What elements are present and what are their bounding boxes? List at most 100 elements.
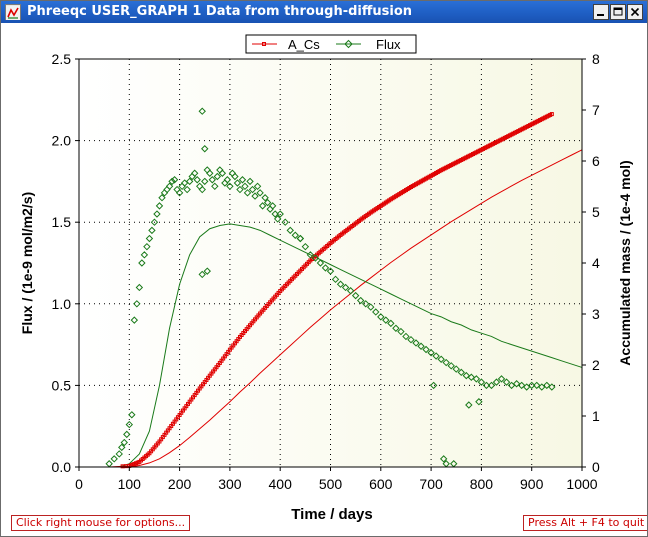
- quit-hint-button[interactable]: Press Alt + F4 to quit: [523, 515, 647, 531]
- plot-background: [79, 59, 582, 467]
- flux-point: [291, 231, 299, 239]
- flux-point: [321, 264, 330, 272]
- flux-point: [387, 319, 395, 328]
- flux-point: [427, 349, 435, 357]
- legend-acs-marker: [262, 42, 266, 46]
- flux-point: [158, 194, 166, 202]
- y2-tick-label: 3: [592, 306, 600, 322]
- flux-point: [351, 291, 360, 300]
- flux-point: [281, 218, 289, 226]
- flux-point: [201, 145, 209, 153]
- flux-point: [492, 378, 501, 386]
- y-tick-label: 1.5: [52, 214, 72, 230]
- flux-point: [286, 226, 294, 235]
- flux-point: [533, 381, 541, 390]
- flux-point: [392, 324, 400, 332]
- y2-tick-label: 6: [592, 153, 600, 169]
- flux-point: [475, 398, 483, 406]
- flux-point: [316, 259, 325, 267]
- legend[interactable]: A_Cs Flux: [245, 34, 417, 54]
- flux-point: [467, 373, 476, 381]
- legend-acs-label: A_Cs: [288, 37, 320, 52]
- flux-point: [407, 335, 415, 344]
- flux-point: [477, 378, 486, 386]
- title-bar[interactable]: Phreeqc USER_GRAPH 1 Data from through-d…: [1, 1, 647, 23]
- flux-point: [193, 176, 201, 184]
- window-title: Phreeqc USER_GRAPH 1 Data from through-d…: [27, 4, 413, 19]
- flux-point: [118, 443, 126, 452]
- flux-point: [263, 198, 272, 207]
- flux-point: [268, 202, 277, 210]
- options-button[interactable]: Click right mouse for options...: [11, 515, 191, 531]
- flux-point: [170, 176, 179, 184]
- x-tick-label: 0: [75, 476, 83, 492]
- close-button[interactable]: [627, 4, 643, 20]
- flux-point: [517, 381, 526, 390]
- flux-series: [105, 107, 556, 468]
- y-tick-label: 0.0: [52, 459, 72, 475]
- flux-point: [243, 189, 252, 197]
- minimize-button[interactable]: [593, 4, 609, 20]
- flux-point: [341, 283, 350, 292]
- y2-tick-label: 8: [592, 51, 600, 67]
- y2-axis-label: Accumulated mass / (1e-4 mol): [617, 160, 633, 365]
- flux-point: [356, 296, 365, 305]
- flux-point: [422, 345, 430, 354]
- flux-point: [331, 275, 340, 284]
- flux-point: [203, 267, 211, 275]
- flux-point: [130, 316, 139, 324]
- flux-point: [236, 185, 244, 194]
- flux-point: [153, 210, 161, 218]
- flux-point: [185, 177, 194, 186]
- flux-point: [367, 303, 375, 311]
- flux-point: [432, 352, 440, 360]
- phreeqc-app-icon: [5, 4, 21, 20]
- maximize-button[interactable]: [610, 4, 626, 20]
- y2-axis-ticks: 0 1 2 3 4 5 6 7 8: [582, 51, 600, 475]
- flux-point: [512, 380, 521, 388]
- flux-point: [223, 176, 232, 184]
- y-tick-label: 2.0: [52, 133, 72, 149]
- flux-model-curve: [79, 223, 583, 468]
- flux-point: [447, 362, 455, 370]
- flux-point: [472, 375, 481, 383]
- flux-point: [258, 202, 267, 210]
- flux-point: [502, 378, 511, 386]
- maximize-icon: [613, 7, 623, 16]
- flux-point: [271, 210, 279, 218]
- flux-point: [155, 202, 164, 210]
- y2-tick-label: 0: [592, 459, 600, 475]
- flux-point: [276, 210, 284, 218]
- flux-point: [251, 192, 259, 200]
- flux-point: [208, 176, 217, 184]
- legend-box: [245, 34, 417, 54]
- graph-area[interactable]: 0 100 200 300 400 500 600 700 800 900 1000 0.0 0.5 1…: [1, 23, 647, 536]
- flux-point: [452, 365, 460, 373]
- flux-point: [218, 169, 227, 177]
- flux-point: [123, 430, 131, 439]
- flux-point: [296, 234, 305, 243]
- flux-point: [372, 308, 380, 316]
- flux-point: [382, 316, 390, 324]
- flux-point: [168, 177, 176, 186]
- close-icon: [630, 7, 640, 17]
- flux-point: [256, 189, 264, 197]
- y-axis-ticks: 0.0 0.5 1.0 1.5 2.0 2.5: [52, 51, 79, 475]
- flux-point: [133, 300, 141, 308]
- flux-point: [190, 169, 199, 177]
- legend-flux-marker: [344, 39, 353, 49]
- flux-point: [362, 300, 370, 308]
- acs-series: [79, 112, 554, 469]
- x-tick-label: 1000: [566, 476, 597, 492]
- flux-point: [326, 267, 335, 275]
- flux-point: [465, 401, 473, 409]
- y2-tick-label: 7: [592, 102, 600, 118]
- y2-tick-label: 4: [592, 255, 600, 271]
- flux-point: [402, 332, 410, 341]
- flux-point: [198, 185, 206, 194]
- flux-point: [497, 375, 506, 383]
- series-layer: [79, 107, 583, 469]
- x-tick-label: 200: [168, 476, 192, 492]
- flux-point: [138, 259, 146, 267]
- x-tick-label: 300: [218, 476, 242, 492]
